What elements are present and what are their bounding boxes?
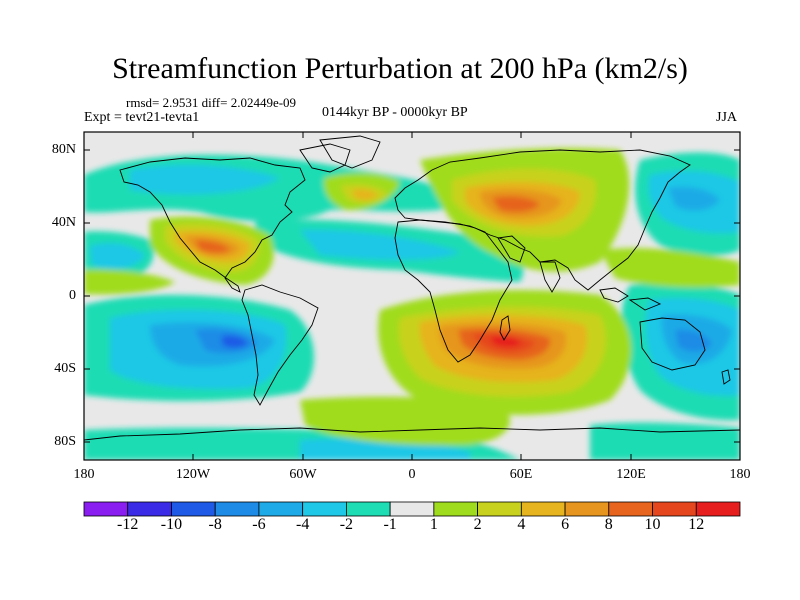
colorbar-label: 12: [688, 516, 705, 533]
coastlines: [84, 135, 740, 441]
colorbar-swatch: [83, 501, 129, 517]
colorbar-label: 1: [429, 516, 438, 533]
colorbar-swatch: [258, 501, 304, 517]
colorbar-swatch: [433, 501, 479, 517]
y-tick-label: 0: [69, 288, 76, 303]
colorbar-swatch: [695, 501, 741, 517]
y-tick-label: 40N: [51, 215, 76, 230]
colorbar-swatch: [477, 501, 522, 517]
colorbar-swatch: [302, 501, 347, 517]
x-tick-label: 120W: [175, 467, 211, 482]
x-tick-label: 0: [408, 467, 416, 482]
season-label: JJA: [716, 110, 738, 125]
colorbar-swatch: [127, 501, 172, 517]
colorbar-label: 8: [604, 516, 613, 533]
y-tick-label: 80N: [51, 142, 76, 157]
colorbar-swatch: [520, 501, 566, 517]
y-tick-label: 80S: [54, 434, 76, 449]
colorbar-label: -6: [252, 516, 266, 533]
colorbar-label: 6: [561, 516, 570, 533]
colorbar-swatch: [608, 501, 653, 517]
colorbar: [83, 501, 741, 517]
x-tick-label: 120E: [616, 467, 646, 482]
colorbar-label: 4: [517, 516, 526, 533]
colorbar-swatch: [171, 501, 216, 517]
contour-field: [84, 132, 740, 460]
plot-title: Streamfunction Perturbation at 200 hPa (…: [112, 52, 688, 85]
colorbar-label: -1: [383, 516, 397, 533]
colorbar-swatch: [345, 501, 391, 517]
colorbar-label: 2: [473, 516, 482, 533]
x-tick-label: 60E: [509, 467, 533, 482]
colorbar-swatch: [652, 501, 697, 517]
colorbar-label: -10: [160, 516, 183, 533]
x-tick-label: 180: [729, 467, 751, 482]
period-label: 0144kyr BP - 0000kyr BP: [322, 105, 468, 120]
y-tick-label: 40S: [54, 361, 76, 376]
colorbar-label: -2: [339, 516, 354, 533]
colorbar-label: -8: [208, 516, 222, 533]
colorbar-swatch: [214, 501, 260, 517]
axis-ticks: [84, 132, 740, 460]
colorbar-swatch: [564, 501, 610, 517]
colorbar-label: 10: [644, 516, 661, 533]
experiment-label: Expt = tevt21-tevta1: [84, 110, 200, 125]
colorbar-label: -12: [117, 516, 139, 533]
colorbar-swatch: [389, 501, 435, 517]
x-tick-label: 60W: [289, 467, 317, 482]
colorbar-label: -4: [295, 516, 310, 533]
x-tick-label: 180: [73, 467, 95, 482]
stats-text: rmsd= 2.9531 diff= 2.02449e-09: [126, 95, 297, 110]
